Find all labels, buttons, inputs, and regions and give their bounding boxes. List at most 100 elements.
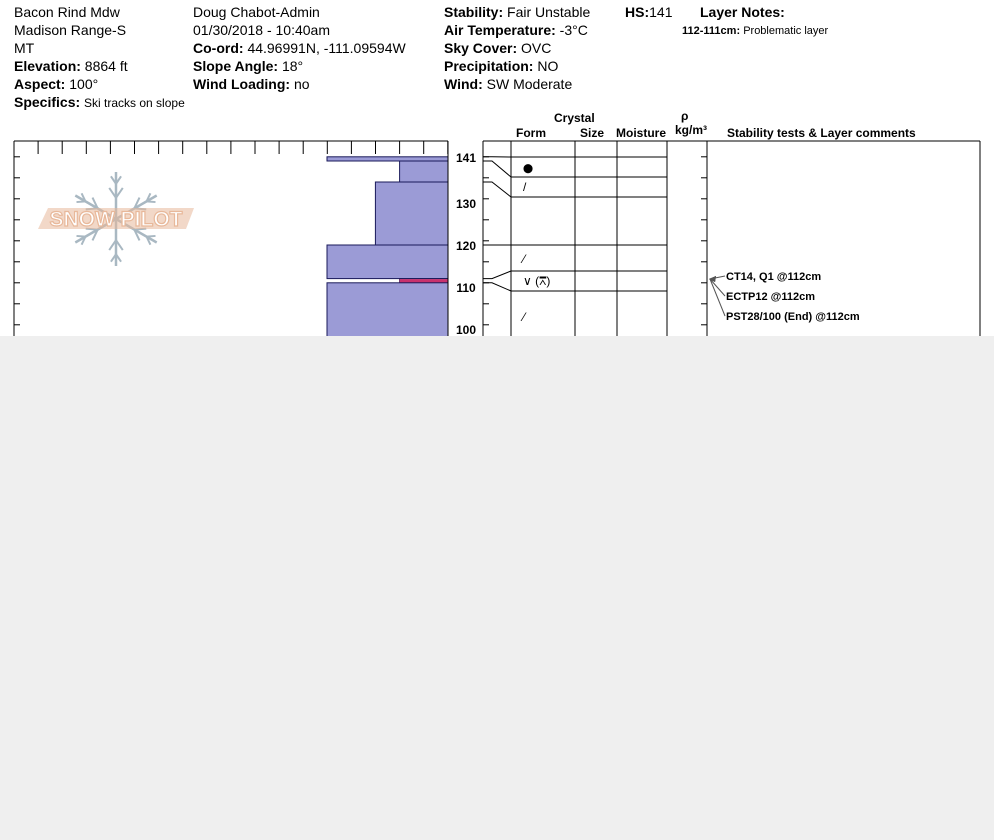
snowflake-branch — [91, 197, 99, 209]
snowflake-branch — [91, 229, 99, 241]
location-name: Bacon Rind Mdw — [14, 4, 120, 20]
snowflake-branch — [115, 175, 122, 185]
snowflake-branch — [146, 200, 156, 204]
snowflake-branch — [76, 234, 86, 238]
stability-tests: CT14, Q1 @112cm ECTP12 @112cm PST28/100 (E… — [709, 271, 860, 323]
sky-value: OVC — [521, 40, 552, 56]
hardness-bar — [326, 156, 449, 162]
state-name: MT — [14, 40, 35, 56]
snowflake-branch — [146, 234, 156, 238]
depth-axis: 141 130 120 110 100 — [13, 140, 476, 336]
range-name: Madison Range-S — [14, 22, 127, 38]
wind-loading-value: no — [293, 76, 310, 92]
comments-header: Stability tests & Layer comments — [727, 126, 916, 140]
size-header: Size — [580, 126, 605, 140]
weak-layer-bar — [399, 279, 448, 284]
grain-forms: ⬤ / ⁄ ∨ (⩞) ⁄ — [520, 163, 550, 324]
coord-label: Co-ord: — [193, 40, 244, 56]
specifics-label: Specifics: — [14, 94, 81, 110]
form-header: Form — [516, 126, 546, 140]
snow-pilot-logo: SNOW PILOT — [38, 172, 194, 266]
snowflake-branch — [133, 229, 141, 241]
crystal-header: Crystal — [554, 111, 595, 125]
slope-label: Slope Angle: — [193, 58, 279, 74]
snowflake-branch — [110, 175, 117, 185]
depth-tick-label: 141 — [456, 151, 476, 165]
elevation-value: 8864 ft — [84, 58, 128, 74]
stability-test-label: ECTP12 @112cm — [726, 291, 815, 303]
elevation-row: Elevation: 8864 ft — [14, 58, 128, 75]
hs-label: HS: — [625, 4, 650, 20]
hs-value: 141 — [649, 4, 673, 20]
stability-test-arrow — [709, 278, 726, 297]
stability-label: Stability: — [444, 4, 504, 20]
sky-label: Sky Cover: — [444, 40, 518, 56]
layer-note-row: 112-111cm: Problematic layer — [682, 23, 828, 40]
hardness-bar — [399, 160, 449, 183]
precip-label: Precipitation: — [444, 58, 534, 74]
layer-connector — [483, 282, 512, 292]
moisture-header: Moisture — [616, 126, 667, 140]
layer-note-text: Problematic layer — [743, 25, 829, 37]
snow-profile-chart: SNOW PILOT 141 130 120 110 100 ⬤ / ⁄ ∨ (⩞) ⁄ CT1… — [13, 140, 981, 336]
wind-loading-row: Wind Loading: no — [193, 76, 310, 93]
logo-band — [38, 208, 194, 229]
snowflake-branch — [110, 253, 117, 263]
stability-test-arrow — [709, 278, 726, 317]
depth-tick-label: 120 — [456, 239, 476, 253]
grain-form-symbol: ⬤ — [523, 163, 533, 174]
observation-datetime: 01/30/2018 - 10:40am — [193, 22, 330, 38]
layer-note-depth: 112-111cm: — [682, 25, 741, 37]
crystal-grid — [482, 140, 981, 336]
depth-tick-label: 110 — [456, 281, 476, 295]
snowflake-branch — [108, 187, 117, 199]
wind-loading-label: Wind Loading: — [193, 76, 291, 92]
grain-form-symbol: ⁄ — [520, 252, 527, 266]
snowflake-branch — [80, 192, 87, 202]
layer-notes-label: Layer Notes: — [700, 4, 785, 20]
precip-value: NO — [537, 58, 559, 74]
aspect-row: Aspect: 100° — [14, 76, 98, 93]
coord-row: Co-ord: 44.96991N, -111.09594W — [193, 40, 406, 57]
snowflake-branch — [145, 192, 152, 202]
aspect-value: 100° — [69, 76, 99, 92]
stability-test-label: PST28/100 (End) @112cm — [726, 311, 860, 323]
logo-text: SNOW PILOT — [50, 208, 183, 231]
slope-value: 18° — [281, 58, 304, 74]
density-unit-header: kg/m³ — [675, 123, 708, 137]
stability-value: Fair Unstable — [507, 4, 591, 20]
sky-row: Sky Cover: OVC — [444, 40, 551, 57]
hardness-profile — [326, 156, 449, 336]
specifics-row: Specifics: Ski tracks on slope — [14, 94, 185, 112]
snowflake-branch — [115, 187, 124, 199]
wind-row: Wind: SW Moderate — [444, 76, 572, 93]
wind-label: Wind: — [444, 76, 483, 92]
stability-row: Stability: Fair Unstable — [444, 4, 590, 21]
observer-name: Doug Chabot-Admin — [193, 4, 320, 20]
grain-form-symbol: ∨ (⩞) — [523, 274, 550, 288]
slope-row: Slope Angle: 18° — [193, 58, 303, 75]
layer-connector — [483, 270, 512, 280]
specifics-value: Ski tracks on slope — [84, 96, 185, 110]
hs-row: HS:141 — [625, 4, 672, 21]
layer-connector — [483, 181, 512, 198]
depth-tick-label: 100 — [456, 323, 476, 336]
aspect-label: Aspect: — [14, 76, 66, 92]
wind-value: SW Moderate — [486, 76, 573, 92]
air-temp-label: Air Temperature: — [444, 22, 556, 38]
grain-form-symbol: ⁄ — [520, 310, 527, 324]
arrow-head-icon — [709, 276, 716, 282]
coord-value: 44.96991N, -111.09594W — [247, 40, 406, 56]
layer-connector — [483, 160, 512, 178]
snow-profile-sheet: Bacon Rind Mdw Madison Range-S MT Elevat… — [0, 0, 994, 336]
snowflake-branch — [108, 239, 117, 251]
hardness-bar — [326, 244, 449, 280]
hardness-bar — [326, 282, 449, 336]
snowflake-branch — [115, 253, 122, 263]
rho-header: ρ — [681, 109, 689, 123]
snowflake-branch — [115, 239, 124, 251]
precip-row: Precipitation: NO — [444, 58, 558, 75]
depth-tick-label: 130 — [456, 197, 476, 211]
snowflake-branch — [80, 236, 87, 246]
air-temp-value: -3°C — [559, 22, 588, 38]
